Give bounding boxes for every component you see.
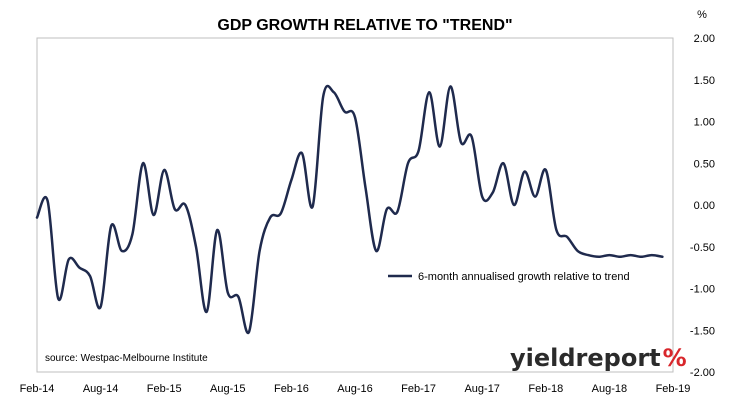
y-tick-label: -0.50 (690, 242, 715, 254)
x-tick-label: Feb-14 (20, 383, 55, 395)
x-tick-label: Feb-17 (401, 383, 436, 395)
x-tick-label: Aug-17 (464, 383, 499, 395)
x-tick-label: Feb-19 (656, 383, 691, 395)
x-tick-label: Feb-16 (274, 383, 309, 395)
x-tick-label: Feb-18 (528, 383, 563, 395)
y-tick-label: -1.50 (690, 325, 715, 337)
source-note: source: Westpac-Melbourne Institute (45, 353, 208, 364)
x-tick-label: Aug-14 (83, 383, 118, 395)
y-axis-unit-label: % (697, 9, 707, 21)
y-tick-label: -2.00 (690, 367, 715, 379)
x-tick-label: Aug-18 (592, 383, 627, 395)
x-tick-label: Aug-16 (337, 383, 372, 395)
series-line-gdp-growth (35, 84, 664, 335)
y-tick-label: 0.00 (694, 200, 715, 212)
y-tick-label: 0.50 (694, 158, 715, 170)
chart-title: GDP GROWTH RELATIVE TO "TREND" (217, 17, 512, 34)
x-axis-tick-labels: Feb-14 Aug-14 Feb-15 Aug-15 Feb-16 Aug-16 Feb-… (20, 383, 691, 395)
y-tick-label: 2.00 (694, 33, 715, 45)
y-tick-label: 1.00 (694, 117, 715, 129)
logo-percent-sign: % (663, 344, 687, 372)
y-tick-label: -1.00 (690, 284, 715, 296)
x-tick-label: Aug-15 (210, 383, 245, 395)
yieldreport-logo: yieldreport% (510, 344, 687, 372)
plot-area-border (36, 37, 674, 373)
svg-text:yieldreport%: yieldreport% (510, 344, 687, 372)
y-tick-label: 1.50 (694, 75, 715, 87)
legend-label: 6-month annualised growth relative to tr… (418, 271, 630, 283)
x-tick-label: Feb-15 (147, 383, 182, 395)
legend: 6-month annualised growth relative to tr… (388, 271, 630, 283)
logo-text: yieldreport (510, 344, 661, 372)
y-axis-tick-labels: 2.00 1.50 1.00 0.50 0.00 -0.50 -1.00 -1.50 -2.00 (690, 33, 715, 379)
